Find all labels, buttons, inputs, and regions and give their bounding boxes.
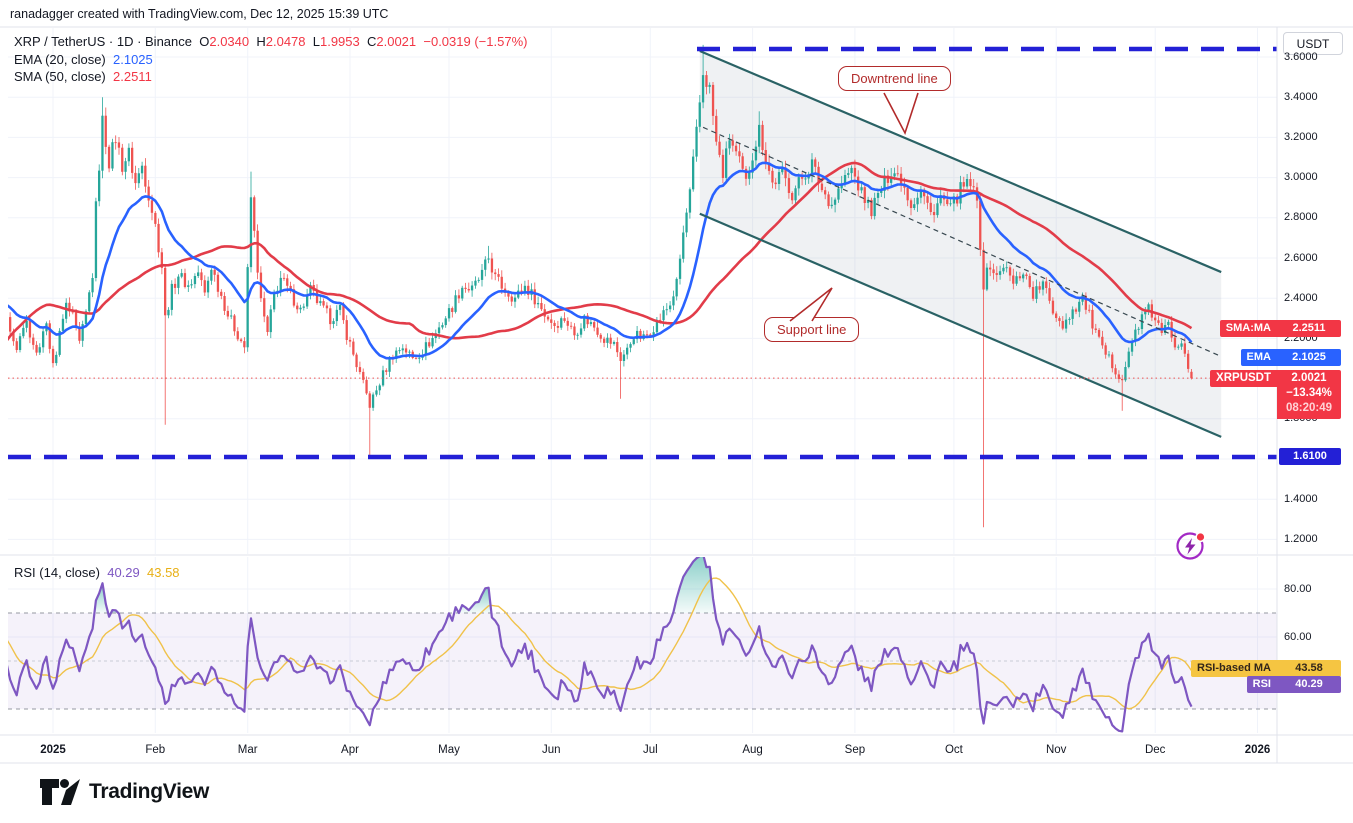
- bar-countdown: 08:20:49: [1285, 401, 1333, 414]
- rsi-overbought-fill: [673, 557, 717, 613]
- rsi-legend-label: RSI (14, close): [14, 565, 100, 580]
- boost-lightning-icon[interactable]: [1174, 528, 1208, 562]
- time-axis-label[interactable]: Apr: [341, 744, 359, 756]
- price-axis-label[interactable]: 3.0000: [1284, 171, 1318, 184]
- rsi-band: [8, 613, 1277, 709]
- rsi-legend-row[interactable]: RSI (14, close) 40.29 43.58: [14, 565, 180, 580]
- ema-value: 2.1025: [113, 52, 153, 67]
- ema-price-badge: EMA 2.1025: [1240, 349, 1341, 367]
- sma-value: 2.2511: [113, 69, 152, 84]
- time-axis-label[interactable]: Nov: [1045, 744, 1067, 756]
- downtrend-callout-tail: [883, 92, 919, 136]
- downtrend-line: [699, 49, 1222, 274]
- rsi-ma-badge: RSI-based MA 43.58: [1191, 660, 1341, 678]
- support-callout-tail: [789, 287, 833, 322]
- ema-20-line: [8, 161, 1193, 360]
- close-value: 2.0021: [376, 34, 417, 49]
- time-axis-label[interactable]: 2025: [40, 744, 66, 756]
- ema-legend-row[interactable]: EMA (20, close) 2.1025: [14, 52, 153, 67]
- low-value: 1.9953: [319, 34, 360, 49]
- tradingview-logo[interactable]: TradingView: [40, 778, 209, 806]
- price-axis-label[interactable]: 3.4000: [1284, 90, 1318, 103]
- time-axis-label[interactable]: Aug: [742, 744, 763, 756]
- time-axis-label[interactable]: Oct: [944, 744, 963, 756]
- attribution-text: ranadagger created with TradingView.com,…: [10, 7, 389, 21]
- currency-toggle-button[interactable]: USDT: [1283, 32, 1343, 55]
- time-axis-label[interactable]: Dec: [1144, 744, 1166, 756]
- rsi-axis-label[interactable]: 60.00: [1284, 630, 1312, 643]
- rsi-value-badge: RSI 40.29: [1246, 676, 1341, 694]
- symbol-title: XRP / TetherUS · 1D · Binance: [14, 34, 192, 49]
- time-axis-label[interactable]: Jun: [542, 744, 561, 756]
- price-axis-label[interactable]: 3.2000: [1284, 130, 1318, 143]
- trend-channel-fill: [699, 50, 1222, 437]
- price-axis-label[interactable]: 2.4000: [1284, 291, 1318, 304]
- open-value: 2.0340: [209, 34, 250, 49]
- support-line-callout[interactable]: Support line: [764, 317, 860, 342]
- support-level-badge: 1.6100: [1279, 448, 1341, 466]
- last-price-badge: XRPUSDT 2.0021 −13.34% 08:20:49: [1210, 369, 1341, 419]
- tradingview-logo-icon: [40, 779, 80, 805]
- channel-midline: [702, 126, 1222, 358]
- sma-50-line: [8, 161, 1193, 342]
- price-axis-label[interactable]: 2.6000: [1284, 251, 1318, 264]
- price-axis-label[interactable]: 2.8000: [1284, 211, 1318, 224]
- time-axis-label[interactable]: Jul: [642, 744, 658, 756]
- rsi-ma-legend-value: 43.58: [147, 565, 180, 580]
- support-trend-line: [699, 212, 1222, 438]
- downtrend-line-callout[interactable]: Downtrend line: [838, 66, 951, 91]
- time-axis-label[interactable]: Sep: [844, 744, 866, 756]
- time-axis-label[interactable]: May: [438, 744, 460, 756]
- sma-legend-row[interactable]: SMA (50, close) 2.2511: [14, 69, 152, 84]
- time-axis-label[interactable]: Mar: [237, 744, 258, 756]
- time-axis-label[interactable]: 2026: [1244, 744, 1271, 756]
- rsi-axis-label[interactable]: 80.00: [1284, 582, 1312, 595]
- last-change: −13.34%: [1286, 386, 1332, 399]
- high-value: 2.0478: [265, 34, 306, 49]
- price-axis-label[interactable]: 3.6000: [1284, 50, 1318, 63]
- last-price: 2.0021: [1291, 371, 1327, 384]
- change-value: −0.0319 (−1.57%): [423, 34, 528, 49]
- sma-price-badge: SMA:MA 2.2511: [1219, 319, 1341, 337]
- price-axis-label[interactable]: 1.2000: [1284, 532, 1318, 545]
- symbol-legend-row[interactable]: XRP / TetherUS · 1D · Binance O2.0340 H2…: [14, 34, 528, 49]
- rsi-legend-value: 40.29: [107, 565, 140, 580]
- ema-label: EMA (20, close): [14, 52, 106, 67]
- price-axis-label[interactable]: 1.4000: [1284, 492, 1318, 505]
- time-axis-label[interactable]: Feb: [145, 744, 166, 756]
- tradingview-logo-text: TradingView: [89, 780, 210, 803]
- rsi-line: [8, 557, 1193, 733]
- sma-label: SMA (50, close): [14, 69, 106, 84]
